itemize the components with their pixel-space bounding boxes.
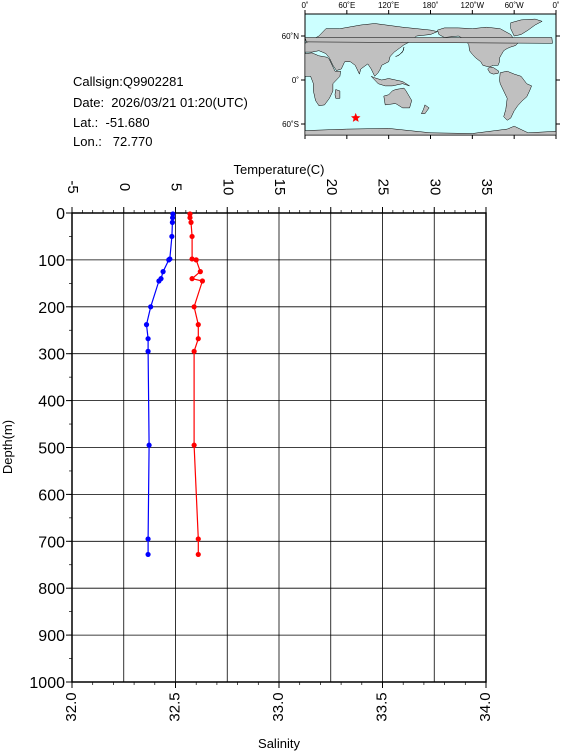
salinity-point: [189, 256, 195, 262]
location-map: 0˚ 60˚E 120˚E 180˚ 120˚W 60˚W 0˚ 60˚N 0˚ 60˚S: [282, 1, 560, 139]
temperature-tick-label: 15: [271, 179, 288, 196]
depth-tick-label: 200: [38, 300, 65, 317]
temperature-tick-label: -5: [64, 180, 81, 193]
depth-tick-label: 100: [38, 253, 65, 270]
depth-tick-label: 400: [38, 394, 65, 411]
callsign-label: Callsign:Q9902281: [73, 74, 184, 89]
salinity-axis-title: Salinity: [258, 736, 300, 751]
temperature-point: [148, 304, 154, 310]
map-lon-label: 60˚E: [338, 1, 355, 10]
map-lat-label: 0˚: [292, 76, 299, 85]
salinity-point: [191, 442, 197, 448]
salinity-point: [189, 276, 195, 282]
land-uk: [304, 37, 553, 44]
temperature-point: [169, 219, 175, 225]
land-eurasia: [304, 23, 439, 77]
map-lon-label: 120˚E: [378, 1, 399, 10]
map-lon-label: 0˚: [552, 1, 559, 10]
temperature-point: [160, 269, 166, 275]
date-label: Date: 2026/03/21 01:20(UTC): [73, 95, 248, 110]
temperature-tick-label: 30: [426, 179, 443, 196]
temperature-tick-label: 35: [478, 179, 495, 196]
longitude-label: Lon.: 72.770: [73, 134, 153, 149]
temperature-point: [169, 233, 175, 240]
land-south-america: [499, 70, 532, 121]
depth-tick-label: 700: [38, 534, 65, 551]
salinity-point: [195, 336, 201, 342]
salinity-tick-label: 32.0: [63, 692, 80, 721]
latitude-label: Lat.: -51.680: [73, 115, 150, 130]
salinity-point: [187, 215, 193, 221]
salinity-point: [195, 322, 201, 328]
depth-tick-label: 900: [38, 628, 65, 645]
depth-tick-label: 500: [38, 441, 65, 458]
depth-axis-title: Depth(m): [0, 420, 15, 474]
float-location-star-icon: [351, 112, 361, 122]
land-africa: [304, 52, 341, 106]
map-lat-label: 60˚N: [282, 32, 300, 41]
temperature-point: [145, 336, 151, 342]
temperature-tick-label: 20: [323, 179, 340, 196]
salinity-tick-label: 33.0: [270, 692, 287, 721]
salinity-tick-label: 34.0: [477, 692, 494, 721]
temperature-profile-line: [145, 213, 174, 555]
salinity-point: [188, 219, 194, 225]
salinity-point: [187, 211, 193, 217]
land-greenland: [510, 18, 543, 37]
temperature-point: [145, 348, 151, 354]
salinity-tick-label: 32.5: [166, 692, 183, 721]
temperature-tick-label: 5: [168, 183, 185, 191]
temperature-point: [156, 278, 162, 284]
depth-tick-label: 0: [56, 206, 65, 223]
depth-tick-label: 800: [38, 581, 65, 598]
salinity-point: [191, 348, 197, 354]
temperature-point: [166, 257, 172, 263]
temperature-point: [170, 215, 176, 221]
depth-tick-label: 1000: [29, 675, 65, 692]
land-madagascar: [334, 89, 341, 99]
land-indonesia: [371, 76, 410, 87]
map-lon-label: 0˚: [301, 1, 308, 10]
map-lon-label: 120˚W: [461, 1, 485, 10]
land-australia: [383, 87, 412, 109]
salinity-profile-line: [189, 213, 204, 555]
depth-tick-label: 600: [38, 487, 65, 504]
temperature-tick-label: 25: [375, 179, 392, 196]
temperature-axis-title: Temperature(C): [233, 162, 324, 177]
salinity-point: [193, 257, 199, 263]
land-japan: [395, 46, 405, 57]
temperature-point: [145, 536, 151, 542]
profile-chart: -5 0 5 10 15 20 25 30 35 32.0 32.5 33.0 33.5 34.0 0 100…: [0, 162, 495, 751]
salinity-tick-label: 33.5: [373, 692, 390, 721]
map-lon-label: 60˚W: [505, 1, 525, 10]
salinity-point: [195, 551, 201, 558]
temperature-point: [146, 442, 152, 448]
salinity-point: [197, 269, 203, 275]
salinity-point: [191, 304, 197, 310]
temperature-tick-label: 10: [219, 179, 236, 196]
temperature-point: [145, 551, 151, 558]
map-lon-label: 180˚: [422, 1, 438, 10]
temperature-point: [170, 211, 176, 217]
temperature-point: [143, 322, 150, 328]
salinity-point: [195, 536, 201, 542]
temperature-tick-label: 0: [116, 183, 133, 191]
salinity-point: [199, 278, 206, 284]
salinity-point: [189, 233, 195, 240]
depth-tick-label: 300: [38, 347, 65, 364]
land-new-zealand: [421, 104, 430, 114]
map-lat-label: 60˚S: [282, 120, 299, 129]
